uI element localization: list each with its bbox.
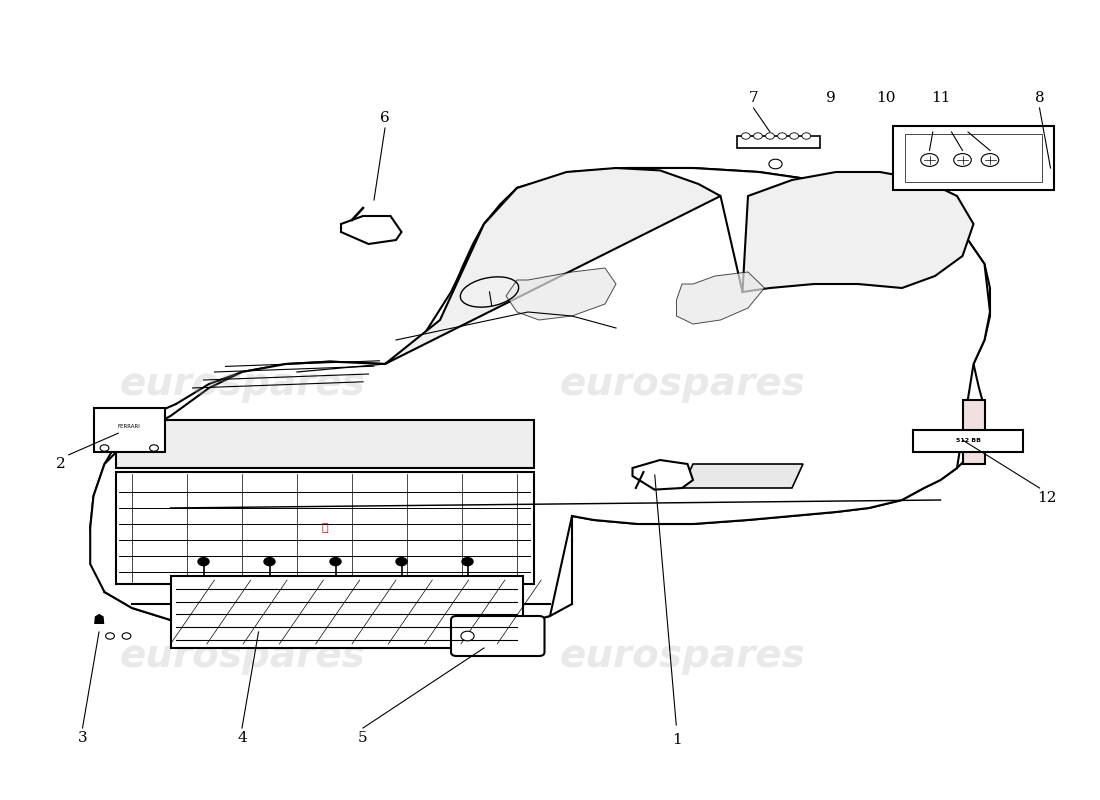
Circle shape: [778, 133, 786, 139]
Text: 7: 7: [749, 91, 758, 106]
Text: 512 BB: 512 BB: [956, 438, 980, 443]
FancyBboxPatch shape: [737, 136, 820, 148]
FancyBboxPatch shape: [893, 126, 1054, 190]
Text: 5: 5: [359, 730, 367, 745]
Circle shape: [741, 133, 750, 139]
Text: 1: 1: [672, 733, 681, 747]
Circle shape: [106, 633, 114, 639]
Circle shape: [754, 133, 762, 139]
Circle shape: [802, 133, 811, 139]
Text: 12: 12: [1037, 490, 1057, 505]
Text: 4: 4: [238, 730, 246, 745]
Text: 10: 10: [876, 91, 895, 106]
Text: 11: 11: [931, 91, 950, 106]
FancyBboxPatch shape: [116, 420, 534, 468]
Polygon shape: [962, 400, 984, 464]
Circle shape: [766, 133, 774, 139]
Circle shape: [100, 445, 109, 451]
Polygon shape: [506, 268, 616, 320]
FancyBboxPatch shape: [913, 430, 1023, 452]
Text: 3: 3: [78, 730, 87, 745]
Polygon shape: [632, 460, 693, 490]
Circle shape: [122, 633, 131, 639]
Polygon shape: [341, 216, 402, 244]
Circle shape: [462, 558, 473, 566]
Text: eurospares: eurospares: [559, 365, 805, 403]
FancyBboxPatch shape: [116, 472, 534, 584]
Circle shape: [150, 445, 158, 451]
FancyBboxPatch shape: [170, 576, 522, 648]
Text: eurospares: eurospares: [119, 637, 365, 675]
Polygon shape: [385, 168, 720, 364]
Circle shape: [396, 558, 407, 566]
Text: 6: 6: [381, 111, 389, 126]
Circle shape: [921, 154, 938, 166]
Text: 🐎: 🐎: [321, 523, 328, 533]
Polygon shape: [676, 272, 764, 324]
Text: 2: 2: [56, 457, 65, 471]
Text: eurospares: eurospares: [119, 365, 365, 403]
Circle shape: [790, 133, 799, 139]
Text: ☗: ☗: [92, 613, 106, 627]
Circle shape: [954, 154, 971, 166]
Circle shape: [769, 159, 782, 169]
Text: 8: 8: [1035, 91, 1044, 106]
Polygon shape: [90, 168, 990, 640]
Polygon shape: [742, 172, 974, 292]
Circle shape: [981, 154, 999, 166]
Text: eurospares: eurospares: [559, 637, 805, 675]
FancyBboxPatch shape: [451, 616, 544, 656]
Circle shape: [330, 558, 341, 566]
Circle shape: [264, 558, 275, 566]
FancyBboxPatch shape: [94, 408, 165, 452]
Circle shape: [461, 631, 474, 641]
Polygon shape: [682, 464, 803, 488]
Text: 9: 9: [826, 91, 835, 106]
FancyBboxPatch shape: [905, 134, 1042, 182]
Circle shape: [198, 558, 209, 566]
Text: FERRARI: FERRARI: [118, 423, 141, 429]
